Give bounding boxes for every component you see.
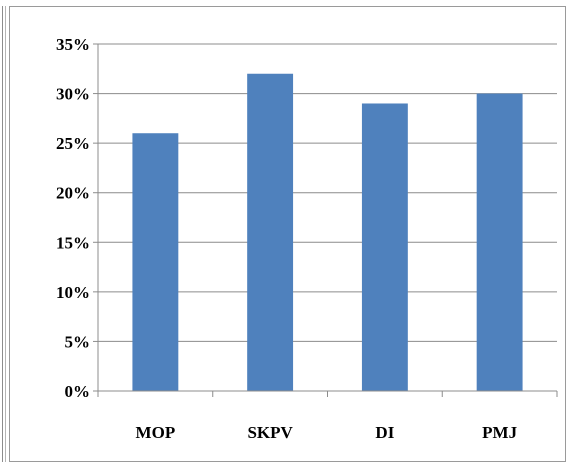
- bar-skpv: [247, 73, 294, 391]
- axes: [93, 43, 558, 397]
- frame-rule-left: [2, 6, 3, 462]
- y-tick-label: 15%: [56, 233, 90, 252]
- y-tick-label: 25%: [56, 134, 90, 153]
- x-tick-label: PMJ: [482, 423, 517, 442]
- y-tick-label: 35%: [56, 35, 90, 54]
- y-tick-label: 0%: [65, 382, 91, 401]
- bar-mop: [132, 133, 179, 391]
- x-tick-label: MOP: [136, 423, 176, 442]
- y-tick-label: 20%: [56, 184, 90, 203]
- bar-di: [361, 103, 408, 391]
- x-tick-label: SKPV: [247, 423, 293, 442]
- chart-frame: 0% 5% 10% 15% 20% 25% 30% 35% MOP SKPV DI PMJ: [9, 6, 566, 462]
- x-tick-label: DI: [375, 423, 394, 442]
- bar-pmj: [476, 93, 523, 392]
- y-tick-labels: 0% 5% 10% 15% 20% 25% 30% 35%: [56, 35, 90, 401]
- frame-rule-left-inner: [5, 6, 6, 462]
- y-tick-label: 5%: [65, 332, 91, 351]
- bar-chart: 0% 5% 10% 15% 20% 25% 30% 35% MOP SKPV DI PMJ: [56, 35, 558, 442]
- x-tick-labels: MOP SKPV DI PMJ: [136, 423, 518, 442]
- y-tick-label: 30%: [56, 85, 90, 104]
- y-tick-label: 10%: [56, 283, 90, 302]
- bars: [132, 73, 523, 392]
